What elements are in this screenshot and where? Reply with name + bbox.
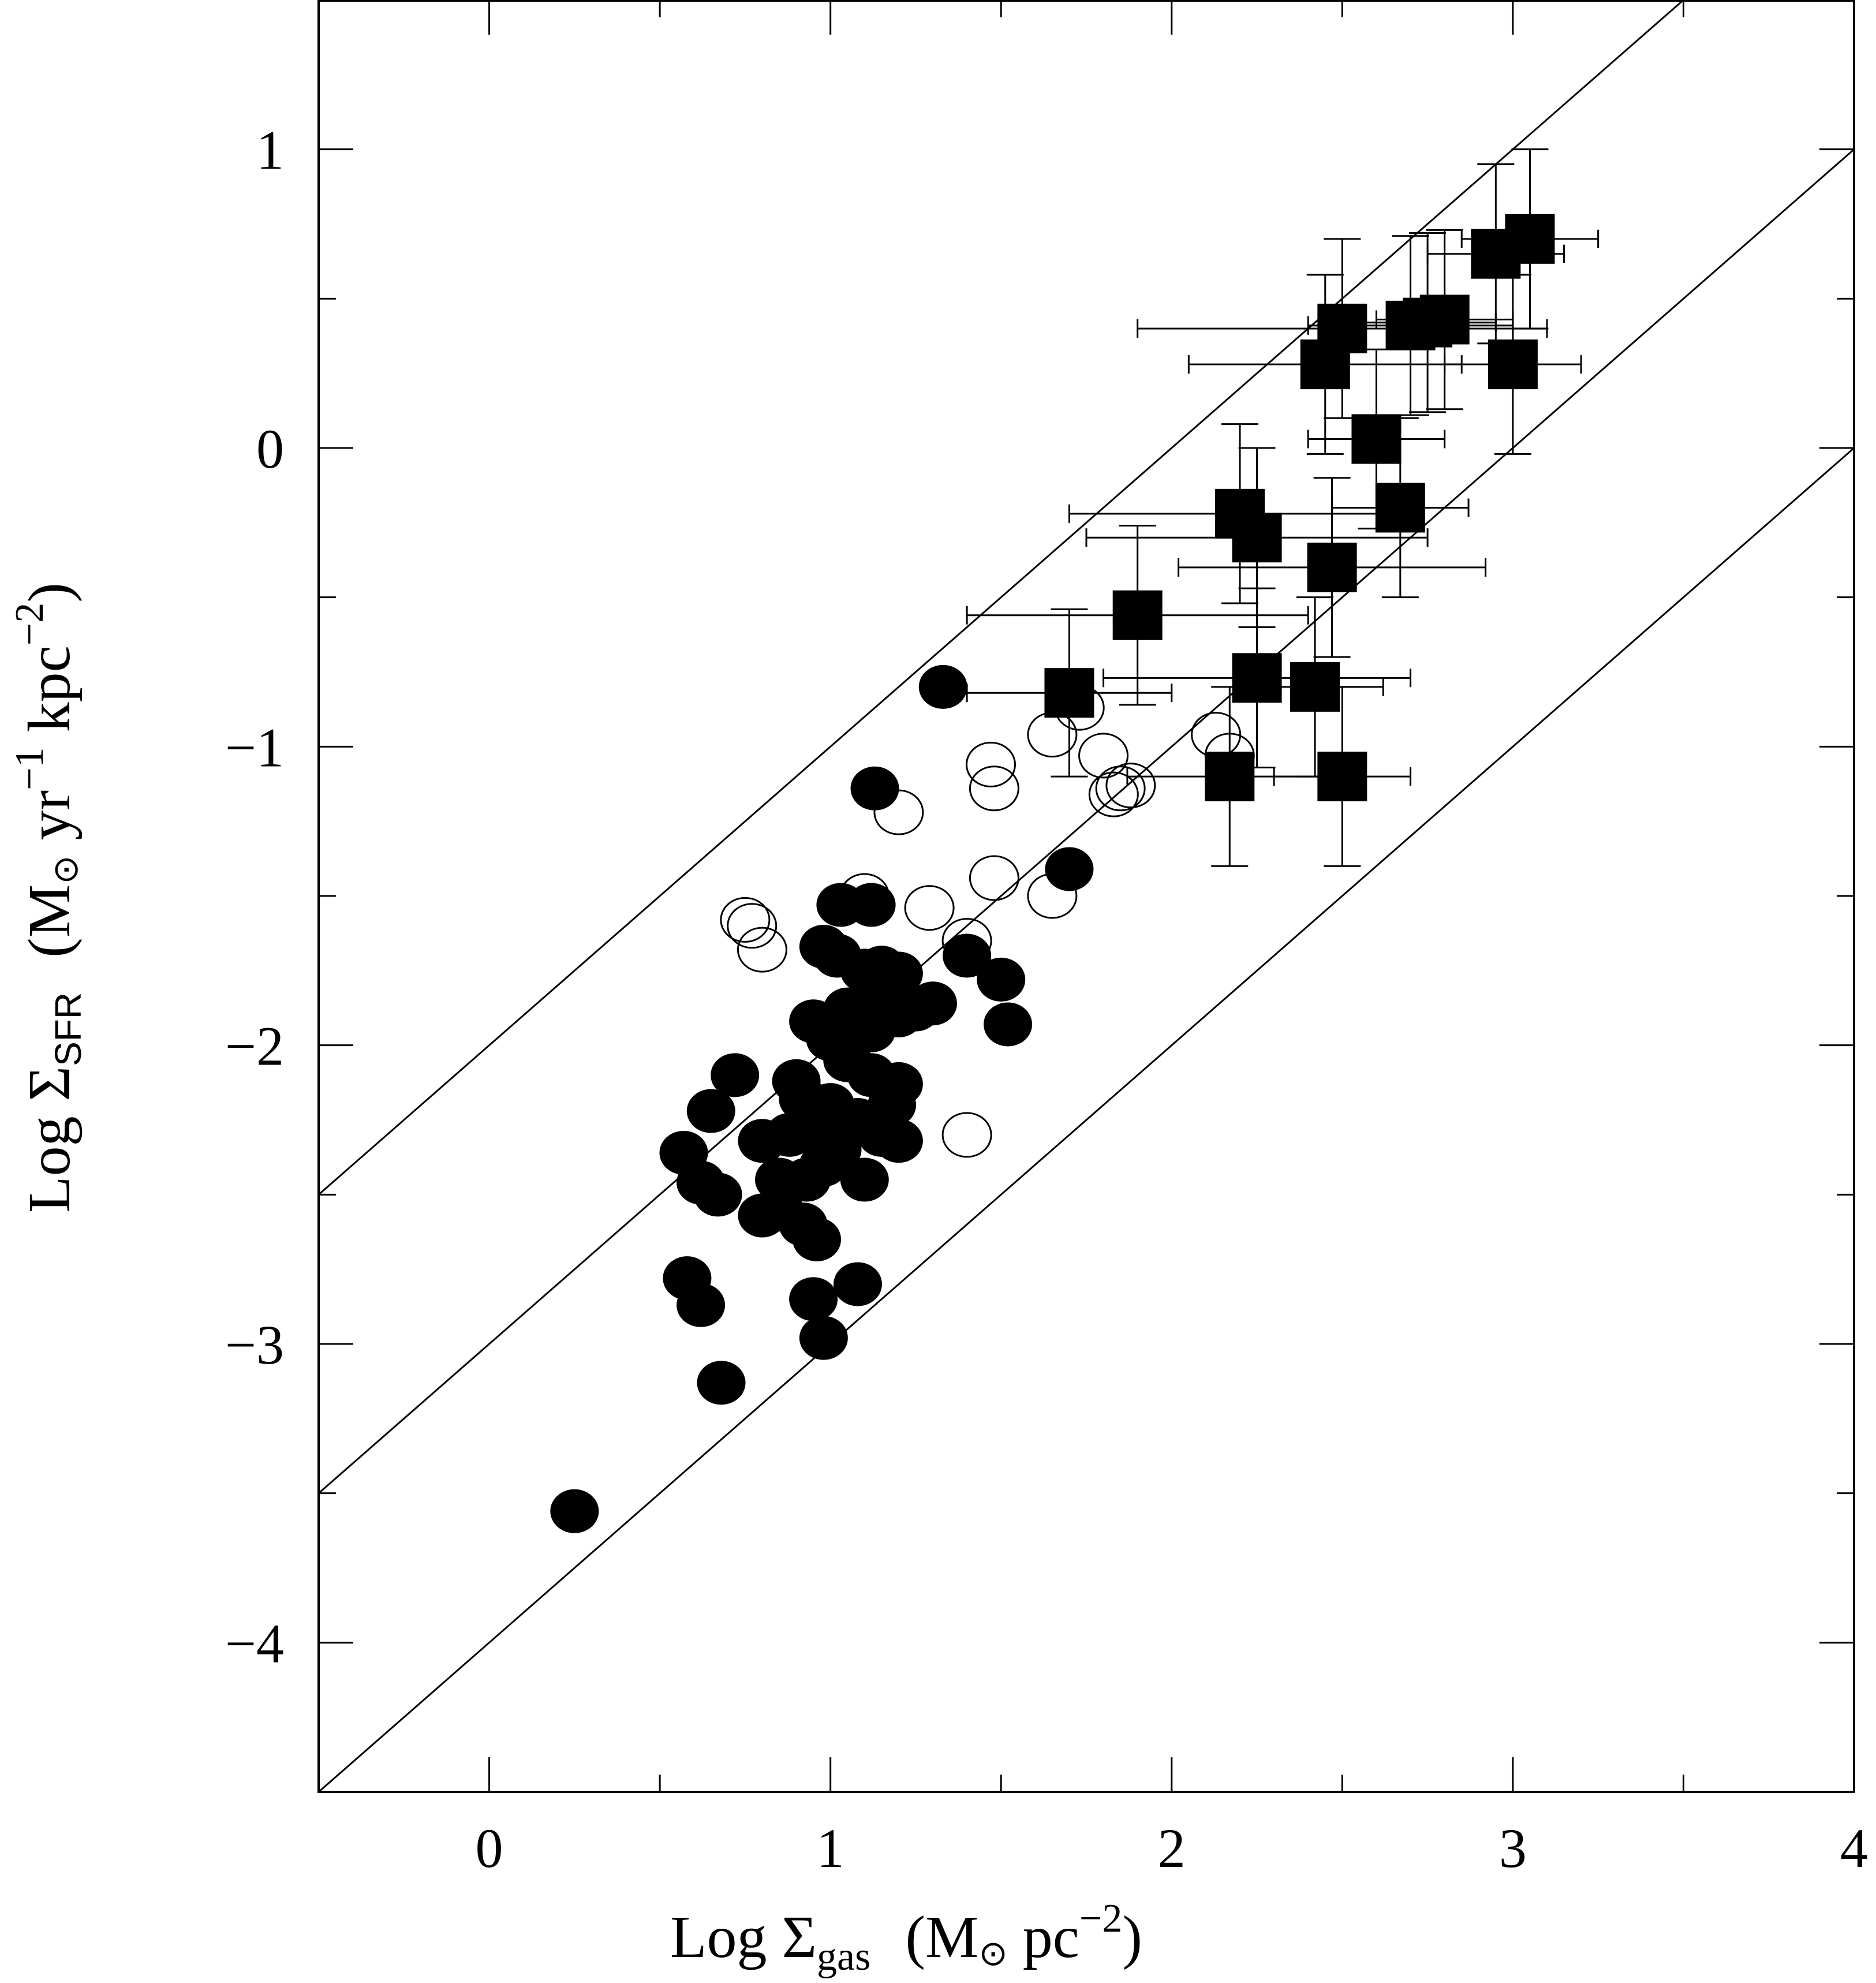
y-tick-label: −3 — [225, 1314, 284, 1376]
filled-circle-point — [550, 1489, 599, 1533]
filled-square-point — [1505, 214, 1555, 264]
filled-circle-point — [697, 1361, 746, 1405]
tick-labels: 0 1 2 3 4 −4 −3 −2 −1 0 1 — [225, 119, 1868, 1879]
filled-square-point — [1044, 668, 1094, 718]
filled-square-point — [1205, 752, 1255, 802]
filled-circle-point — [847, 883, 896, 927]
open-circle-point — [965, 741, 1016, 787]
reference-line — [319, 447, 1854, 1792]
filled-circle-point — [799, 1316, 848, 1360]
y-tick-label: −4 — [225, 1612, 284, 1674]
x-axis-label: Log Σgas (M⊙ pc−2) — [670, 1896, 1142, 1979]
open-circle-point — [1105, 763, 1156, 809]
plot-area — [317, 0, 1855, 1793]
open-circle-point — [1088, 771, 1139, 817]
filled-circle-point — [943, 933, 992, 978]
filled-circle-point — [874, 1119, 923, 1163]
filled-square-point — [1317, 752, 1367, 802]
filled-circle-point — [874, 1062, 923, 1106]
filled-circle-point — [850, 766, 899, 811]
filled-circle-point — [833, 1262, 882, 1306]
filled-circle-point — [840, 1157, 889, 1202]
open-circle-point — [969, 855, 1019, 901]
filled-circle-point — [1045, 847, 1094, 891]
filled-circle-point — [984, 1002, 1033, 1047]
filled-circle-point — [874, 951, 923, 996]
y-tick-label: 1 — [256, 119, 284, 181]
filled-square-point — [1307, 542, 1357, 592]
open-circle-point — [737, 927, 787, 973]
x-tick-label: 0 — [476, 1817, 503, 1879]
filled-circle-point — [789, 1277, 838, 1321]
open-circle-point — [720, 897, 771, 943]
reference-lines — [319, 0, 1854, 1792]
plot-frame — [317, 0, 1855, 1793]
open-circle-point — [839, 873, 890, 919]
filled-circle-point — [793, 1217, 842, 1261]
open-circle-point — [941, 918, 992, 964]
open-circle-point — [941, 1112, 992, 1158]
reference-line — [319, 0, 1685, 1196]
y-axis-label: Log ΣSFR(M⊙ yr−1 kpc−2) — [8, 582, 89, 1213]
reference-line — [319, 148, 1854, 1494]
open-circle-point — [1095, 765, 1146, 812]
x-tick-label: 2 — [1158, 1817, 1186, 1879]
y-tick-label: 0 — [256, 418, 284, 480]
x-tick-label: 3 — [1499, 1817, 1527, 1879]
filled-square-point — [1112, 590, 1163, 640]
open-circle-point — [969, 765, 1019, 812]
filled-square-point — [1290, 662, 1340, 712]
filled-circle-point — [711, 1053, 760, 1097]
filled-square-point — [1419, 294, 1470, 345]
filled-circle-point — [977, 957, 1026, 1002]
filled-circle-point — [918, 664, 967, 709]
filled-circle-point — [909, 981, 957, 1026]
data-markers — [550, 214, 1555, 1533]
filled-circle-point — [677, 1283, 726, 1327]
filled-square-point — [1232, 653, 1282, 703]
filled-circle-point — [686, 1089, 735, 1133]
y-tick-label: −2 — [225, 1015, 284, 1077]
x-tick-label: 1 — [817, 1817, 844, 1879]
filled-square-point — [1488, 339, 1538, 390]
open-circle-point — [904, 885, 955, 931]
filled-square-point — [1317, 304, 1367, 354]
filled-circle-point — [677, 1160, 726, 1205]
filled-square-point — [1351, 414, 1402, 464]
open-circle-point — [1027, 873, 1078, 919]
filled-square-point — [1375, 483, 1425, 533]
x-tick-label: 4 — [1840, 1817, 1868, 1879]
open-circle-point — [727, 903, 778, 949]
axis-ticks — [319, 0, 1855, 1792]
y-tick-label: −1 — [225, 716, 284, 778]
filled-square-point — [1232, 513, 1282, 563]
open-circle-point — [1078, 733, 1129, 779]
open-circle-point — [873, 789, 924, 835]
